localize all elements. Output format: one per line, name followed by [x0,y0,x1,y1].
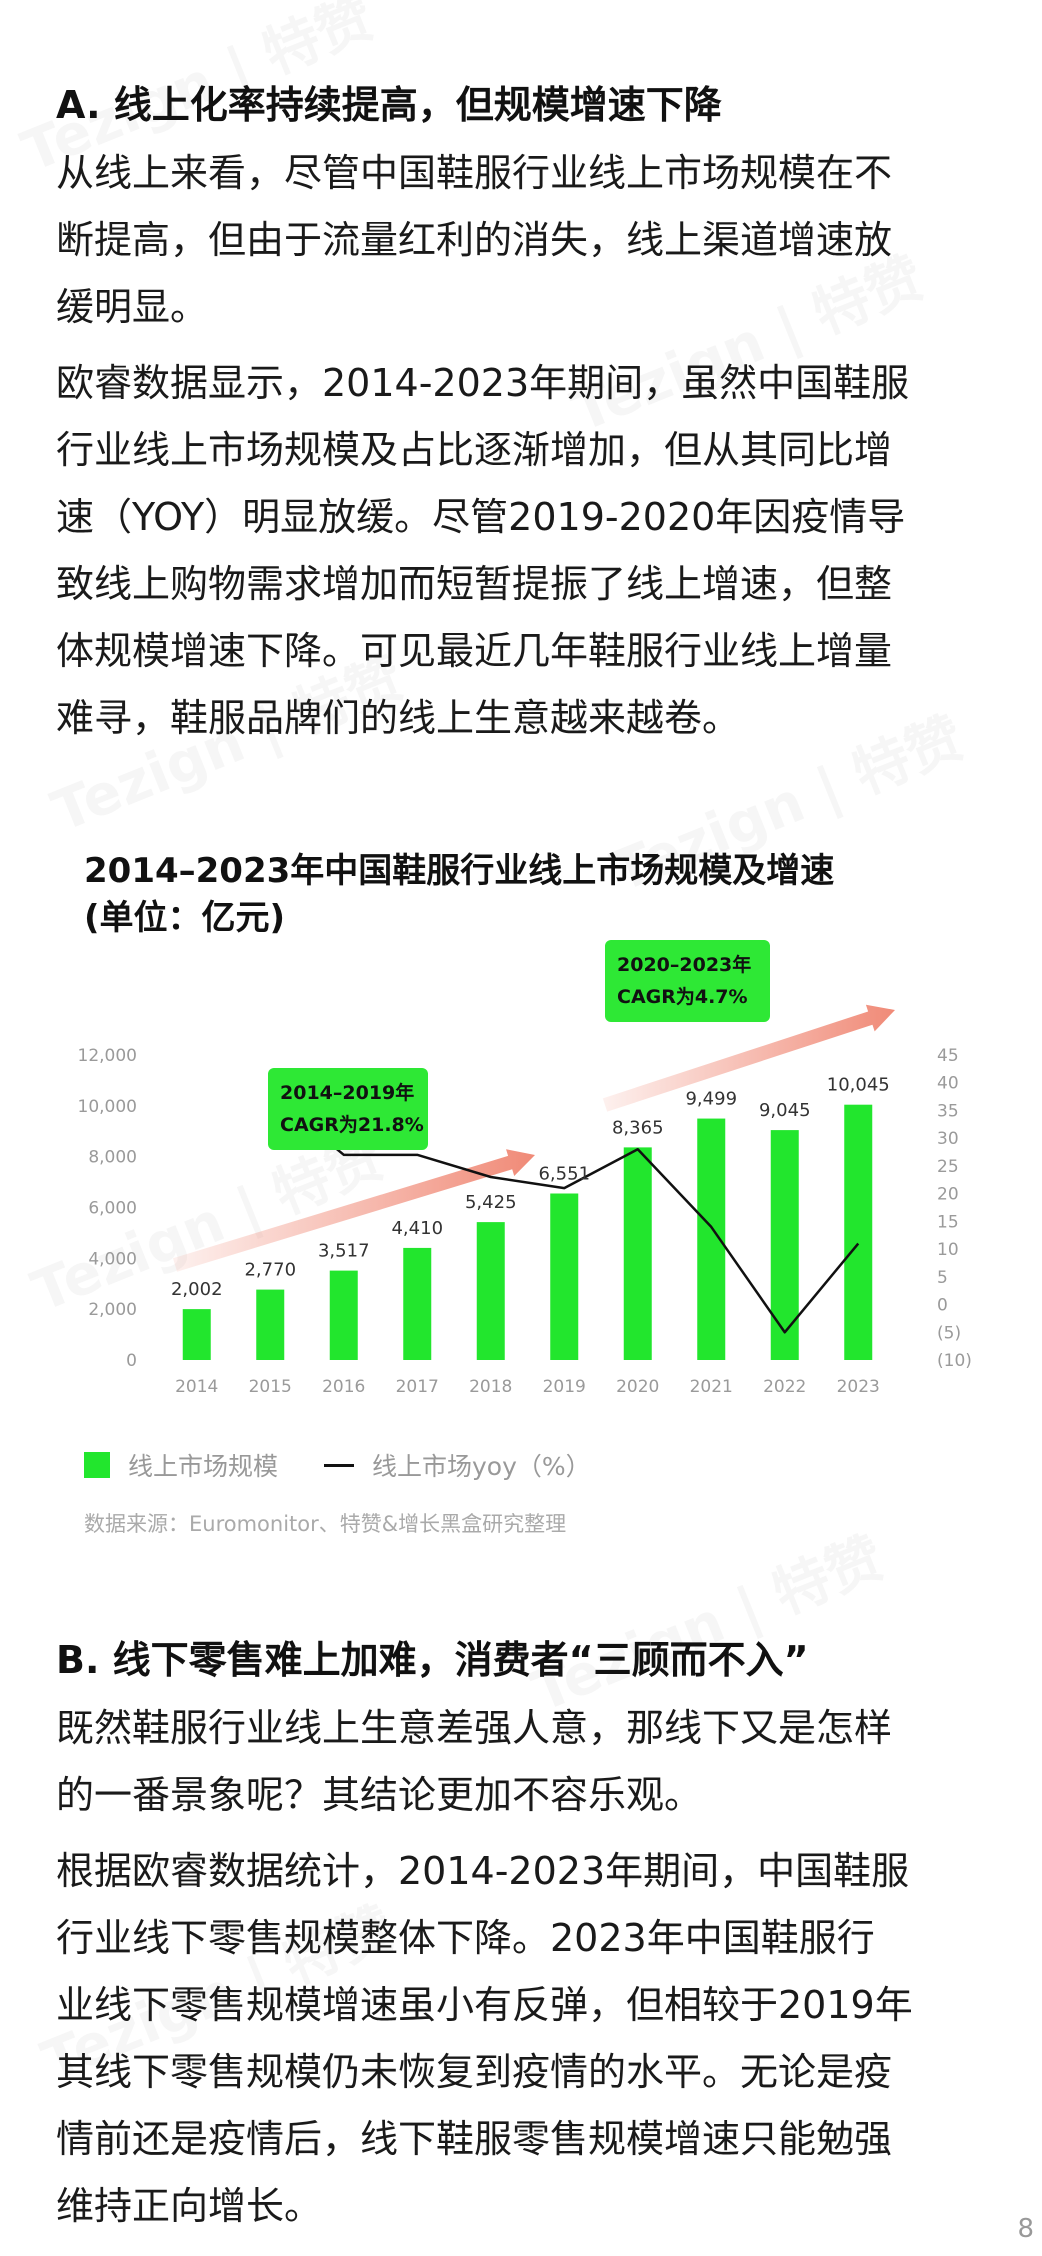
bar [623,1147,652,1360]
text-line: 缓明显。 [56,285,209,329]
right-axis-tick-label: 10 [937,1240,959,1260]
right-axis-tick-label: (10) [937,1351,972,1371]
chart-title-unit: (单位：亿元) [84,898,286,938]
text-line: 的一番景象呢？其结论更加不容乐观。 [56,1773,703,1817]
text-line: 欧睿数据显示，2014-2023年期间，虽然中国鞋服 [56,361,910,405]
right-axis-tick-label: (5) [937,1323,961,1343]
x-axis-tick-label: 2018 [469,1377,512,1397]
left-axis-tick-label: 8,000 [88,1148,137,1168]
bar-value-label: 5,425 [465,1192,517,1213]
section-a-heading: A. 线上化率持续提高，但规模增速下降 [56,83,722,127]
cagr-annotation-text: 2020–2023年 [617,953,751,976]
x-axis-tick-label: 2014 [175,1377,218,1397]
right-axis-tick-label: 40 [937,1074,959,1094]
left-axis-tick-label: 0 [126,1351,137,1371]
section-b-paragraph-1: 既然鞋服行业线上生意差强人意，那线下又是怎样 的一番景象呢？其结论更加不容乐观。 [56,1695,996,1829]
section-b-paragraph-2: 根据欧睿数据统计，2014-2023年期间，中国鞋服 行业线下零售规模整体下降。… [56,1838,996,2240]
chart: 0 2,000 4,000 6,000 8,000 10,000 12,000 45 40 35… [78,940,972,1397]
bar-value-label: 2,770 [244,1260,296,1281]
bar-value-label: 3,517 [318,1241,370,1262]
left-axis-tick-label: 10,000 [78,1097,137,1117]
bar [844,1104,873,1360]
text-line: 难寻，鞋服品牌们的线上生意越来越卷。 [56,696,741,740]
left-axis-tick-label: 2,000 [88,1300,137,1320]
text-line: 既然鞋服行业线上生意差强人意，那线下又是怎样 [56,1706,893,1750]
section-a-paragraph-2: 欧睿数据显示，2014-2023年期间，虽然中国鞋服 行业线上市场规模及占比逐渐… [56,350,996,752]
bar [329,1270,358,1360]
legend-item-label: 线上市场yoy（%） [372,1452,591,1481]
cagr-annotation-text: 2014–2019年 [280,1081,414,1104]
left-axis-tick-label: 12,000 [78,1046,137,1066]
right-axis-tick-label: 30 [937,1129,959,1149]
text-line: 根据欧睿数据统计，2014-2023年期间，中国鞋服 [56,1849,910,1893]
page-number: 8 [1017,2214,1034,2244]
chart-legend: 线上市场规模 线上市场yoy（%） [84,1448,591,1482]
cagr-annotation-box [268,1068,428,1150]
chart-title: 2014–2023年中国鞋服行业线上市场规模及增速 (单位：亿元) [84,848,834,942]
bar-value-label: 2,002 [171,1279,223,1300]
bar [770,1130,799,1360]
right-axis-tick-label: 5 [937,1268,948,1288]
chart-source: 数据来源：Euromonitor、特赞&增长黑盒研究整理 [84,1512,567,1536]
text-line: 速（YOY）明显放缓。尽管2019-2020年因疫情导 [56,495,906,539]
cagr-annotation-text: CAGR为4.7% [617,985,748,1008]
text-line: 情前还是疫情后，线下鞋服零售规模增速只能勉强 [56,2117,893,2161]
x-axis-tick-label: 2017 [396,1377,439,1397]
text-line: 从线上来看，尽管中国鞋服行业线上市场规模在不 [56,151,893,195]
bar [476,1222,505,1360]
right-axis-tick-label: 20 [937,1185,959,1205]
trend-arrow [172,1149,535,1272]
text-line: 体规模增速下降。可见最近几年鞋服行业线上增量 [56,629,893,673]
x-axis-tick-label: 2023 [837,1377,880,1397]
bar-value-label: 4,410 [391,1218,443,1239]
cagr-annotation-text: CAGR为21.8% [280,1113,424,1136]
text-line: 业线下零售规模增速虽小有反弹，但相较于2019年 [56,1983,913,2027]
trend-arrow [602,1004,895,1112]
right-axis-tick-label: 0 [937,1296,948,1316]
section-b-heading: B. 线下零售难上加难，消费者“三顾而不入” [56,1638,809,1682]
left-axis-tick-label: 6,000 [88,1199,137,1219]
bar [182,1309,211,1360]
x-axis-tick-label: 2020 [616,1377,659,1397]
right-axis-tick-label: 15 [937,1212,959,1232]
left-axis-tick-label: 4,000 [88,1249,137,1269]
cagr-annotation-box [605,940,770,1022]
right-axis-tick-label: 45 [937,1046,959,1066]
legend-line-swatch [324,1463,355,1467]
text-line: 断提高，但由于流量红利的消失，线上渠道增速放 [56,218,893,262]
bar [403,1247,432,1360]
text-line: 致线上购物需求增加而短暂提振了线上增速，但整 [56,562,893,606]
bar-value-label: 6,551 [538,1163,590,1184]
x-axis-tick-label: 2021 [690,1377,733,1397]
yoy-line [269,1092,860,1334]
text-line: 其线下零售规模仍未恢复到疫情的水平。无论是疫 [56,2050,893,2094]
x-axis-tick-label: 2019 [543,1377,586,1397]
x-axis-tick-label: 2022 [763,1377,806,1397]
right-axis-tick-label: 25 [937,1157,959,1177]
bar-value-label: 10,045 [827,1075,890,1096]
x-axis-tick-label: 2016 [322,1377,365,1397]
section-a-paragraph-1: 从线上来看，尽管中国鞋服行业线上市场规模在不 断提高，但由于流量红利的消失，线上… [56,140,996,341]
legend-item-label: 线上市场规模 [128,1452,279,1481]
text-line: 行业线上市场规模及占比逐渐增加，但从其同比增 [56,428,893,472]
legend-bar-swatch [84,1452,110,1478]
right-axis-tick-label: 35 [937,1101,959,1121]
text-line: 行业线下零售规模整体下降。2023年中国鞋服行 [56,1916,875,1960]
bar [256,1289,285,1360]
bar [550,1193,579,1360]
text-line: 维持正向增长。 [56,2184,323,2228]
bar-value-label: 9,499 [685,1089,737,1110]
bar-value-label: 8,365 [612,1117,664,1138]
bar-value-label: 9,045 [759,1100,811,1121]
x-axis-tick-label: 2015 [249,1377,292,1397]
chart-title-line: 2014–2023年中国鞋服行业线上市场规模及增速 [84,851,835,891]
